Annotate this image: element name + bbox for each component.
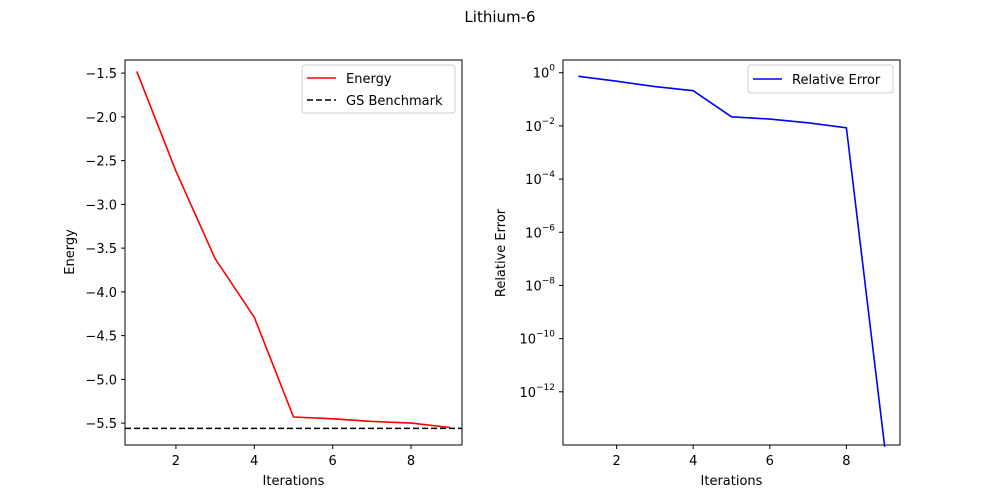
energy-y-tick-label: −1.5 — [85, 67, 117, 82]
energy-legend: Energy GS Benchmark — [301, 64, 456, 114]
relative-error-x-tick-label: 4 — [689, 454, 697, 469]
relative-error-y-ticks: 100 10−2 10−4 10−6 10−8 10−10 10−12 — [519, 64, 563, 401]
gs-benchmark-legend-label: GS Benchmark — [346, 94, 443, 109]
relative-error-y-tick-label: 10−4 — [525, 170, 555, 188]
energy-y-tick-label: −2.0 — [85, 111, 117, 126]
relative-error-legend: Relative Error — [747, 64, 894, 94]
relative-error-x-tick-label: 8 — [842, 454, 850, 469]
energy-y-tick-label: −3.5 — [85, 242, 117, 257]
energy-y-axis-label: Energy — [63, 229, 78, 275]
energy-x-tick-label: 8 — [407, 454, 415, 469]
relative-error-series-line — [578, 75, 886, 447]
energy-y-ticks: −5.5 −5.0 −4.5 −4.0 −3.5 −3.0 −2.5 −2.0 −1.5 — [85, 67, 125, 432]
energy-x-tick-label: 2 — [172, 454, 180, 469]
relative-error-y-tick-label: 10−6 — [525, 223, 555, 241]
relative-error-x-ticks: 2 4 6 8 — [612, 445, 851, 469]
relative-error-legend-box — [747, 64, 894, 94]
relative-error-y-tick-label: 10−12 — [519, 383, 555, 401]
relative-error-x-tick-label: 2 — [612, 454, 620, 469]
energy-axes: 2 4 6 8 −5.5 −5.0 −4.5 −4.0 −3.5 −3.0 −2.5 −2.0 −1.… — [63, 59, 463, 489]
energy-y-tick-label: −5.5 — [85, 417, 117, 432]
relative-error-legend-label: Relative Error — [792, 73, 881, 88]
energy-y-tick-label: −4.5 — [85, 330, 117, 345]
relative-error-y-tick-label: 10−8 — [525, 276, 555, 294]
relative-error-y-tick-label: 10−10 — [519, 330, 555, 348]
energy-y-tick-label: −3.0 — [85, 198, 117, 213]
energy-y-tick-label: −4.0 — [85, 286, 117, 301]
energy-x-ticks: 2 4 6 8 — [172, 445, 415, 469]
energy-series-line — [136, 71, 451, 429]
energy-x-axis-label: Iterations — [263, 474, 325, 489]
energy-x-tick-label: 6 — [329, 454, 337, 469]
relative-error-lines — [578, 75, 886, 447]
figure-title: Lithium-6 — [464, 8, 535, 26]
relative-error-axes: 2 4 6 8 100 10−2 10−4 10−6 10−8 10−10 10−12 Itera… — [494, 59, 901, 489]
relative-error-x-tick-label: 6 — [766, 454, 774, 469]
energy-y-tick-label: −2.5 — [85, 155, 117, 170]
relative-error-y-tick-label: 10−2 — [525, 117, 555, 135]
relative-error-x-axis-label: Iterations — [701, 474, 763, 489]
energy-y-tick-label: −5.0 — [85, 373, 117, 388]
energy-x-tick-label: 4 — [250, 454, 258, 469]
energy-plot-frame — [124, 59, 463, 446]
energy-lines — [125, 71, 462, 430]
relative-error-y-axis-label: Relative Error — [494, 208, 509, 297]
energy-legend-label: Energy — [346, 72, 392, 87]
relative-error-y-tick-label: 100 — [533, 64, 556, 82]
energy-legend-box — [301, 64, 456, 114]
relative-error-plot-frame — [562, 59, 901, 446]
